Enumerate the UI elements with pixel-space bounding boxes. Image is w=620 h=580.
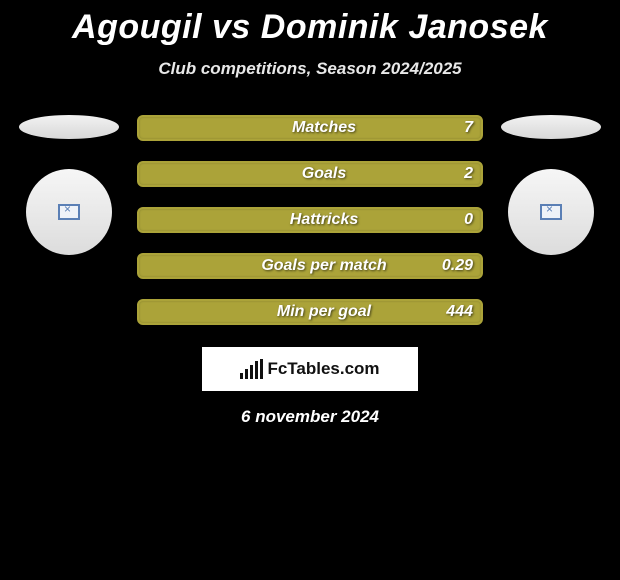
- stat-value: 7: [464, 119, 473, 137]
- stat-row-matches: Matches 7: [137, 115, 483, 141]
- page-title: Agougil vs Dominik Janosek: [0, 8, 620, 47]
- stat-label: Hattricks: [262, 211, 358, 229]
- stat-value: 0.29: [442, 257, 473, 275]
- stat-row-goals-per-match: Goals per match 0.29: [137, 253, 483, 279]
- player-right-badge: [508, 169, 594, 255]
- stat-value: 0: [464, 211, 473, 229]
- left-player-col: [19, 115, 119, 255]
- stat-value: 444: [446, 303, 473, 321]
- subtitle: Club competitions, Season 2024/2025: [0, 59, 620, 79]
- player-left-ellipse: [19, 115, 119, 139]
- player-left-badge: [26, 169, 112, 255]
- date-label: 6 november 2024: [0, 407, 620, 427]
- image-placeholder-icon: [58, 204, 80, 220]
- stat-row-min-per-goal: Min per goal 444: [137, 299, 483, 325]
- stat-label: Min per goal: [249, 303, 371, 321]
- fctables-logo[interactable]: FcTables.com: [202, 347, 418, 391]
- player-right-ellipse: [501, 115, 601, 139]
- stat-label: Goals: [274, 165, 346, 183]
- stat-value: 2: [464, 165, 473, 183]
- right-player-col: [501, 115, 601, 255]
- stat-row-goals: Goals 2: [137, 161, 483, 187]
- stat-label: Matches: [264, 119, 356, 137]
- image-placeholder-icon: [540, 204, 562, 220]
- stat-row-hattricks: Hattricks 0: [137, 207, 483, 233]
- logo-text: FcTables.com: [267, 359, 379, 379]
- stats-area: Matches 7 Goals 2 Hattricks 0 Goals per …: [0, 115, 620, 325]
- logo-bars-icon: [240, 359, 263, 379]
- stats-column: Matches 7 Goals 2 Hattricks 0 Goals per …: [137, 115, 483, 325]
- stat-label: Goals per match: [233, 257, 386, 275]
